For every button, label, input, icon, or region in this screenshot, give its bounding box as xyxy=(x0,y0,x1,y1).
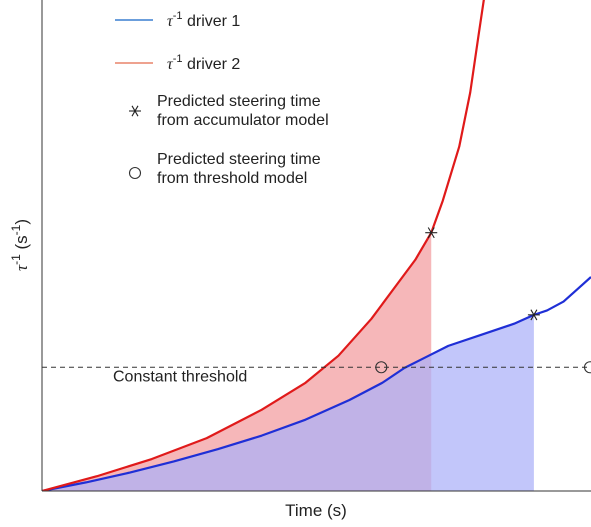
axes xyxy=(41,0,591,492)
legend-entry-2-sup: -1 xyxy=(173,53,183,65)
area-fill-series-1 xyxy=(42,314,534,491)
legend-entry-3-line-2: from accumulator model xyxy=(157,112,329,129)
legend-entry-1-text: driver 1 xyxy=(183,13,241,30)
marker-threshold-driver1 xyxy=(583,361,591,374)
y-axis-label-unit-open: (s xyxy=(12,235,31,254)
legend-entry-3-line-1: Predicted steering time xyxy=(157,93,321,110)
threshold-label: Constant threshold xyxy=(113,368,247,385)
y-axis-label-base: τ xyxy=(12,264,31,271)
legend-entry-2-label: τ-1 driver 2 xyxy=(167,53,240,73)
legend-entry-1-sup: -1 xyxy=(173,10,183,22)
y-axis-label-base-sup: -1 xyxy=(9,254,23,265)
legend-entry-4-swatch xyxy=(128,166,142,180)
series-line-2 xyxy=(42,0,485,491)
markers xyxy=(375,227,591,374)
marker-accumulator-driver2 xyxy=(425,227,438,239)
area-fills xyxy=(42,232,534,491)
legend-entry-2-text: driver 2 xyxy=(183,56,241,73)
legend-entry-2-tau: τ xyxy=(167,56,174,73)
legend-entry-1-label: τ-1 driver 1 xyxy=(167,10,240,30)
y-axis-label-unit-sup: -1 xyxy=(9,224,23,235)
x-axis-label: Time (s) xyxy=(285,501,347,520)
series-line-1 xyxy=(42,276,591,491)
series-lines xyxy=(42,0,591,491)
marker-threshold-driver2 xyxy=(375,361,388,374)
marker-accumulator-driver1 xyxy=(527,309,540,321)
y-axis-label: τ-1 (s-1) xyxy=(9,219,31,271)
legend-entry-1-tau: τ xyxy=(167,13,174,30)
legend-entry-3-swatch xyxy=(129,105,141,117)
legend-entry-4-line-2: from threshold model xyxy=(157,170,307,187)
y-axis-label-unit-close: ) xyxy=(12,219,31,225)
legend-entry-4-line-1: Predicted steering time xyxy=(157,151,321,168)
